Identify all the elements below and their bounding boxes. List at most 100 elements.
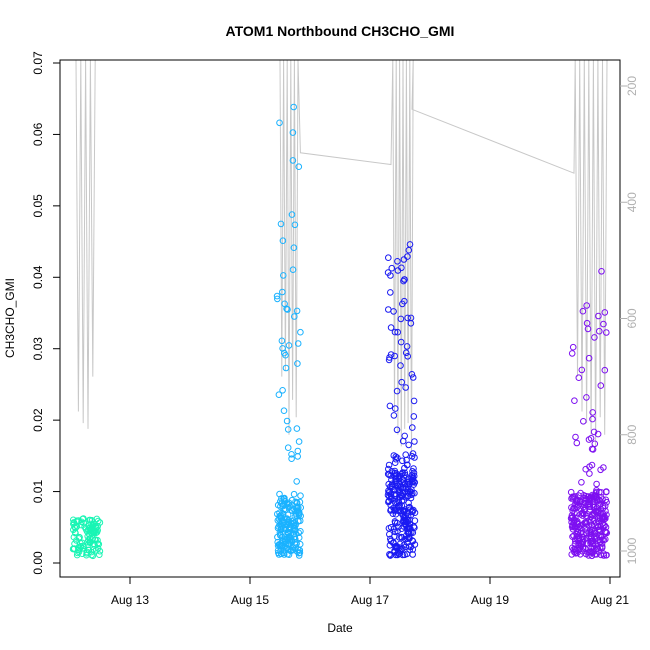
data-point [387, 506, 395, 513]
data-point [393, 542, 400, 550]
data-point [385, 461, 393, 469]
y-axis: 0.00 0.01 0.02 0.03 0.04 0.05 0.06 0.07 [31, 51, 60, 575]
data-point [89, 534, 96, 542]
y-tick-label: 0.04 [31, 265, 45, 289]
data-point [601, 366, 609, 374]
data-point [279, 288, 286, 296]
data-point [580, 503, 587, 511]
data-point [402, 349, 410, 357]
data-point [72, 529, 79, 537]
data-point [293, 504, 301, 512]
data-point [292, 498, 299, 506]
data-point [399, 457, 406, 465]
data-point [392, 510, 400, 518]
data-point [391, 328, 399, 336]
data-point [399, 437, 407, 445]
data-point [396, 490, 404, 497]
data-point [85, 522, 93, 530]
data-point [289, 129, 297, 136]
data-point [410, 477, 417, 485]
data-point [285, 342, 293, 349]
data-point [293, 512, 300, 519]
data-point [586, 503, 594, 510]
data-point [586, 470, 593, 477]
data-point [596, 526, 603, 534]
data-point [287, 546, 295, 554]
data-point [567, 515, 575, 522]
data-point [602, 528, 610, 536]
data-point [399, 475, 406, 483]
data-point [397, 338, 405, 346]
data-point [404, 353, 412, 360]
data-point [404, 314, 411, 322]
chart-title: ATOM1 Northbound CH3CHO_GMI [226, 23, 455, 39]
x-axis-label: Date [327, 621, 353, 635]
data-point [288, 211, 296, 218]
data-point [600, 550, 607, 558]
data-point [284, 306, 291, 313]
plot-frame [59, 59, 621, 578]
data-point [276, 119, 283, 127]
data-point [288, 451, 295, 458]
y2-tick-label: 600 [625, 308, 639, 328]
data-point [281, 547, 288, 554]
data-point [598, 540, 606, 547]
data-point [401, 469, 409, 477]
data-point [573, 519, 581, 526]
data-point [401, 276, 408, 283]
data-point [291, 313, 298, 320]
data-point [394, 497, 402, 505]
data-point [85, 536, 92, 544]
data-point [279, 237, 287, 244]
data-point [71, 523, 78, 531]
data-point [591, 492, 598, 500]
data-point [410, 523, 418, 530]
data-point [280, 407, 288, 415]
data-point [279, 503, 287, 510]
data-point [394, 258, 401, 265]
data-point [398, 525, 406, 533]
data-point [393, 426, 401, 434]
data-point [385, 306, 392, 313]
data-point [295, 552, 303, 559]
y-tick-label: 0.03 [31, 337, 45, 361]
y2-tick-label: 800 [625, 424, 639, 444]
data-point [568, 350, 576, 357]
data-point [595, 312, 602, 320]
data-point [402, 485, 410, 493]
data-point [603, 498, 610, 506]
y-axis-label: CH3CHO_GMI [3, 278, 17, 358]
y2-tick-label: 1000 [625, 537, 639, 564]
data-point [585, 354, 593, 362]
data-point [580, 418, 587, 425]
data-point [288, 455, 295, 463]
data-point [275, 515, 283, 523]
data-point [579, 548, 586, 555]
data-point [589, 511, 596, 518]
data-point [386, 402, 394, 410]
data-point [393, 387, 401, 395]
data-point [584, 325, 592, 333]
data-point [409, 450, 417, 457]
data-point [280, 506, 288, 513]
data-point [590, 428, 598, 436]
data-point [404, 253, 411, 260]
data-point [297, 504, 305, 511]
data-point [574, 520, 582, 528]
data-point [96, 551, 103, 559]
data-point [401, 515, 409, 522]
data-point [89, 552, 97, 560]
data-point [588, 521, 596, 529]
data-point [294, 340, 302, 347]
pressure-line [75, 59, 608, 459]
data-point [405, 529, 412, 537]
data-point [390, 412, 398, 419]
data-point [280, 272, 287, 279]
data-point [583, 527, 591, 534]
data-point [284, 426, 292, 433]
y2-tick-label: 400 [625, 192, 639, 212]
data-point [70, 526, 77, 534]
data-point [293, 499, 301, 507]
data-point [567, 488, 575, 496]
data-point [399, 300, 406, 308]
